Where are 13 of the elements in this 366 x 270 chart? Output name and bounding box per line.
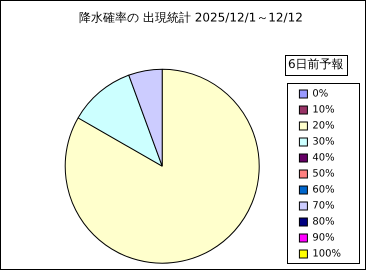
chart-title: 降水確率の 出現統計 2025/12/1～12/12 [79, 10, 303, 24]
legend-label: 70% [312, 200, 335, 212]
legend-label: 100% [312, 248, 342, 260]
legend-title: 6日前予報 [288, 57, 344, 72]
legend-label: 50% [312, 168, 335, 180]
legend-label: 30% [312, 136, 335, 148]
legend-label: 60% [312, 184, 335, 196]
legend-label: 40% [312, 152, 335, 164]
legend-label: 10% [312, 104, 335, 116]
legend-label: 90% [312, 232, 335, 244]
legend-label: 20% [312, 120, 335, 132]
legend-label: 0% [312, 88, 328, 100]
legend-label: 80% [312, 216, 335, 228]
